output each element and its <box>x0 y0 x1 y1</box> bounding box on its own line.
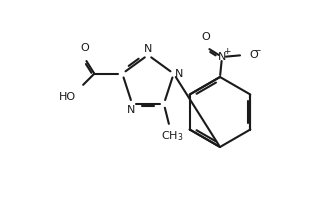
Text: −: − <box>253 46 261 54</box>
Text: CH$_3$: CH$_3$ <box>161 129 183 143</box>
Text: O: O <box>249 50 258 60</box>
Text: O: O <box>80 43 89 53</box>
Text: +: + <box>223 47 231 56</box>
Text: N: N <box>127 105 135 115</box>
Text: HO: HO <box>59 92 76 102</box>
Text: N: N <box>175 69 183 79</box>
Text: O: O <box>202 32 211 42</box>
Text: N: N <box>144 44 152 54</box>
Text: N: N <box>218 52 226 62</box>
